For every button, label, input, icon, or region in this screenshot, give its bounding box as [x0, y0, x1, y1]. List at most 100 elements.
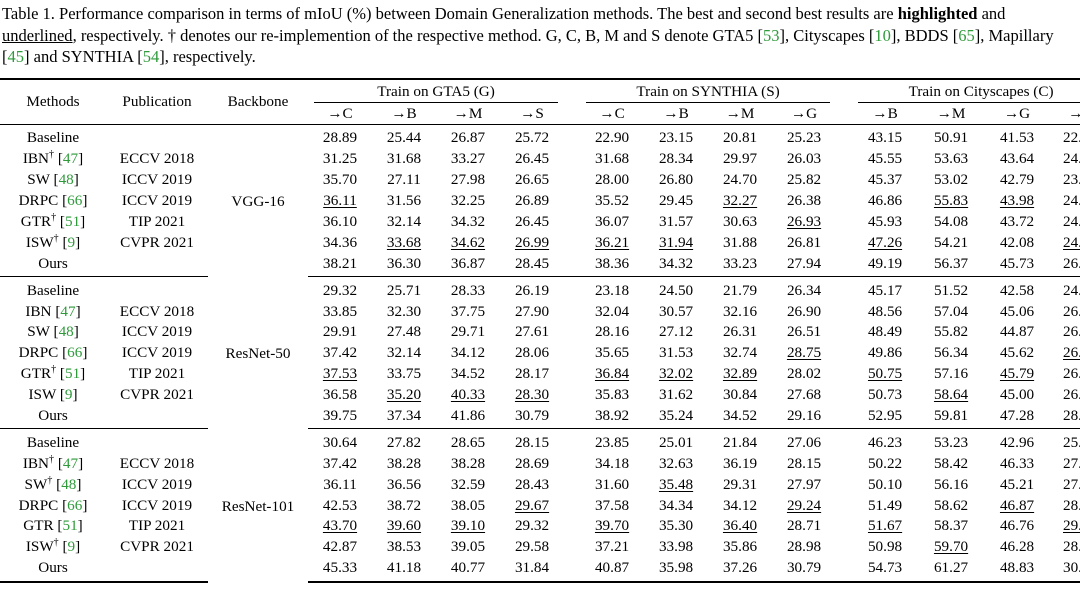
table-row: IBN [47] ECCV 2018 33.85 32.30 37.75 27.90 32.…	[0, 301, 1080, 322]
value-cell: 61.27	[918, 557, 985, 583]
column-spacer	[564, 453, 580, 474]
method-name: DRPC	[18, 192, 59, 210]
value-cell: 43.72	[999, 213, 1035, 230]
value-cell: 45.00	[999, 386, 1035, 404]
value-cell: 29.71	[450, 323, 486, 341]
citation-link[interactable]: 47	[62, 454, 79, 472]
caption-text: ] and SYNTHIA [	[24, 47, 143, 66]
citation-link[interactable]: 66	[67, 192, 83, 210]
column-spacer	[836, 557, 853, 583]
column-spacer	[564, 364, 580, 385]
citation-link[interactable]: 51	[64, 365, 81, 383]
column-spacer	[564, 149, 580, 170]
publication-cell: ICCV 2019	[121, 496, 193, 514]
header-subcolumn: →S	[1050, 104, 1080, 125]
results-table: Methods Publication Backbone Train on GT…	[0, 78, 1080, 583]
value-cell: 30.63	[722, 213, 758, 230]
value-cell: 42.87	[322, 538, 358, 556]
citation-link[interactable]: 47	[62, 150, 79, 168]
column-spacer	[564, 474, 580, 495]
value-cell: 29.97	[722, 150, 758, 168]
method-cell: ISW† [9]	[25, 537, 81, 556]
citation-link[interactable]: 48	[61, 475, 77, 493]
dagger-mark: †	[53, 537, 59, 549]
value-cell: 32.30	[386, 302, 422, 320]
citation-link[interactable]: 53	[763, 25, 780, 45]
header-group-label: Train on SYNTHIA (S)	[586, 82, 831, 103]
value-cell: 30.17	[1050, 557, 1080, 583]
citation-link[interactable]: 66	[67, 344, 83, 362]
citation-link[interactable]: 9	[67, 233, 76, 251]
table-row: SW [48] ICCV 2019 35.70 27.11 27.98 26.65 28.0…	[0, 170, 1080, 191]
publication-cell: TIP 2021	[128, 517, 186, 535]
header-publication: Publication	[106, 78, 208, 125]
header-backbone: Backbone	[208, 78, 308, 125]
value-cell: 38.36	[580, 253, 645, 278]
citation-link[interactable]: 51	[64, 213, 81, 230]
citation-link[interactable]: 9	[67, 538, 76, 556]
column-spacer	[564, 191, 580, 212]
column-spacer	[564, 322, 580, 343]
value-cell: 57.16	[933, 365, 969, 383]
column-spacer	[564, 516, 580, 537]
citation-link[interactable]: 47	[60, 302, 76, 320]
column-spacer	[564, 429, 580, 453]
citation-link[interactable]: 51	[62, 517, 78, 535]
method-cell: ISW [9]	[28, 386, 78, 404]
caption-text: Table 1. Performance comparison in terms…	[2, 4, 898, 23]
citation-link[interactable]: 48	[58, 171, 74, 189]
value-cell: 23.18	[594, 281, 630, 299]
publication-cell	[106, 125, 208, 149]
citation-link[interactable]: 9	[64, 386, 73, 404]
value-cell: 34.32	[644, 253, 709, 278]
value-cell: 29.67	[514, 496, 550, 514]
value-cell: 29.91	[322, 323, 358, 341]
header-subcolumn: →B	[372, 104, 436, 125]
column-spacer	[836, 232, 852, 253]
publication-cell	[106, 253, 208, 278]
value-cell: 29.45	[658, 192, 694, 210]
column-spacer	[836, 516, 852, 537]
column-spacer	[836, 125, 852, 149]
method-name: GTR	[20, 213, 52, 230]
value-cell: 24.50	[658, 281, 694, 299]
citation-link[interactable]: 66	[67, 496, 83, 514]
value-cell: 51.49	[867, 496, 903, 514]
value-cell: 34.62	[450, 233, 486, 251]
value-cell: 27.97	[786, 475, 822, 493]
value-cell: 50.75	[867, 365, 903, 383]
citation-link[interactable]: 48	[58, 323, 74, 341]
value-cell: 36.87	[436, 253, 500, 278]
method-cell: ISW† [9]	[25, 232, 81, 251]
dagger-mark: †	[51, 211, 57, 223]
citation-link[interactable]: 65	[958, 25, 975, 45]
citation-link[interactable]: 10	[874, 25, 891, 45]
value-cell: 59.81	[918, 405, 985, 430]
column-spacer	[564, 405, 581, 430]
table-row: Baseline VGG-16 28.89 25.44 26.87 25.72 22.90 2…	[0, 125, 1080, 210]
value-cell: 35.98	[644, 557, 709, 583]
citation-link[interactable]: 54	[142, 47, 160, 66]
value-cell: 31.88	[722, 233, 758, 251]
value-cell: 36.84	[594, 365, 630, 383]
value-cell: 45.21	[999, 475, 1035, 493]
value-cell: 35.65	[594, 344, 630, 362]
value-cell: 36.11	[323, 475, 357, 493]
caption-text: ], BDDS [	[890, 25, 959, 45]
column-spacer	[564, 277, 580, 301]
value-cell: 31.25	[322, 150, 358, 168]
value-cell: 32.14	[386, 344, 422, 362]
value-cell: 26.31	[722, 323, 758, 341]
value-cell: 40.77	[436, 557, 500, 583]
value-cell: 27.57	[1062, 454, 1080, 472]
value-cell: 42.96	[999, 433, 1035, 451]
table-row: Baseline ResNet-101 30.64 27.82 28.65 28.15 23…	[0, 429, 1080, 515]
citation-link[interactable]: 45	[7, 47, 25, 66]
value-cell: 32.14	[386, 213, 422, 230]
value-cell: 26.34	[786, 281, 822, 299]
value-cell: 37.21	[594, 538, 630, 556]
value-cell: 32.25	[450, 192, 486, 210]
value-cell: 28.33	[450, 281, 486, 299]
column-spacer	[836, 364, 852, 385]
value-cell: 39.60	[386, 517, 422, 535]
